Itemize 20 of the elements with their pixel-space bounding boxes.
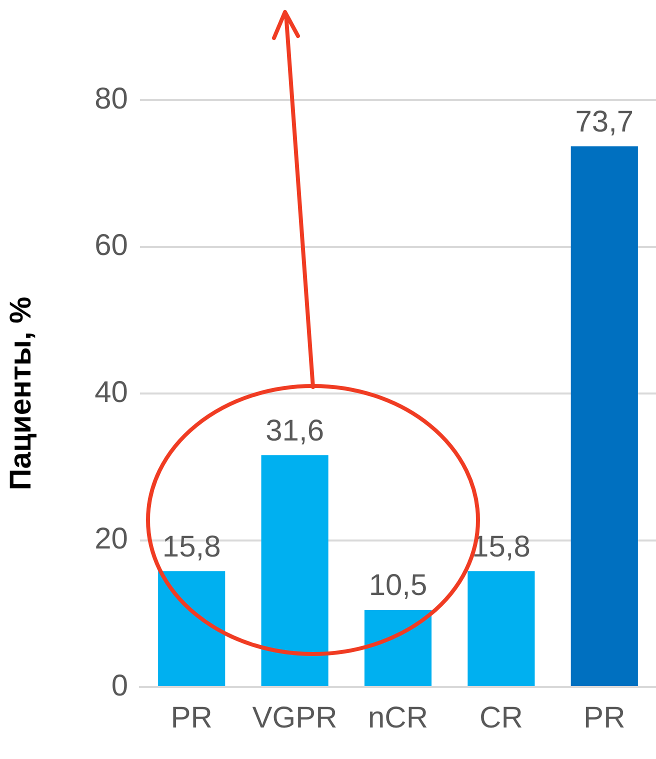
y-tick-label: 40: [94, 376, 128, 409]
data-label: 73,7: [575, 105, 634, 138]
bar: [261, 455, 328, 686]
bar: [570, 146, 638, 686]
x-tick-label: VGPR: [252, 701, 338, 734]
x-tick-label: PR: [170, 701, 212, 734]
y-tick-label: 80: [94, 82, 128, 116]
x-tick-label: PR: [584, 701, 626, 734]
y-tick-label: 60: [94, 229, 128, 262]
y-axis-title: Пациенты, %: [4, 296, 38, 490]
bar: [364, 610, 432, 686]
data-label: 31,6: [266, 414, 324, 448]
bar: [158, 571, 226, 686]
y-tick-label: 0: [111, 669, 128, 702]
bar: [468, 571, 535, 686]
y-tick-label: 20: [94, 522, 128, 556]
data-label: 15,8: [162, 530, 221, 564]
x-tick-label: nCR: [368, 701, 428, 734]
data-label: 10,5: [368, 569, 428, 602]
x-tick-label: CR: [480, 701, 523, 734]
